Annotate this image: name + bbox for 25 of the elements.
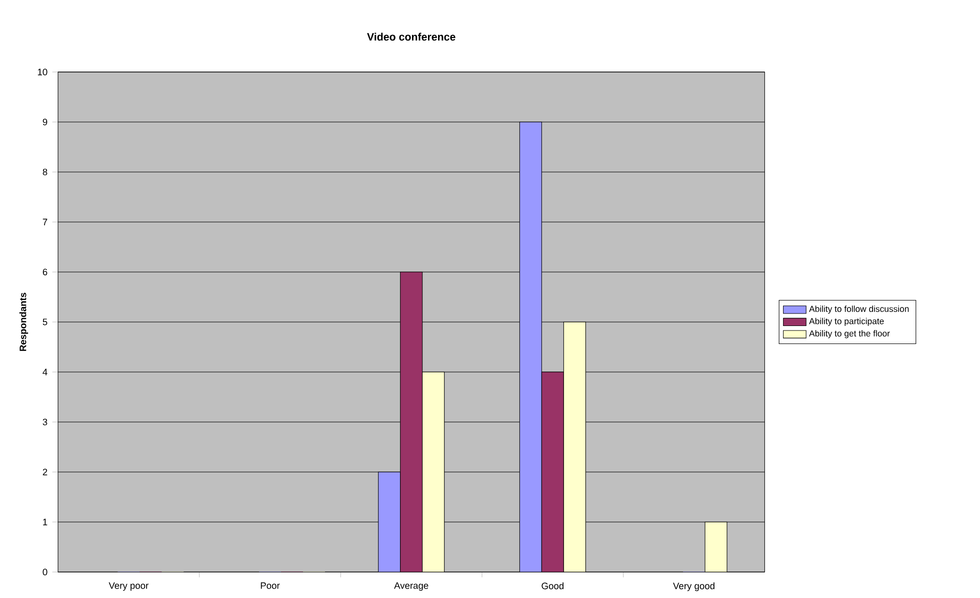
bar (541, 372, 564, 572)
legend-label: Ability to get the floor (809, 330, 890, 338)
bar (378, 472, 401, 572)
y-tick-label: 4 (42, 368, 48, 376)
x-tick-label: Very poor (108, 582, 148, 591)
y-tick-label: 2 (42, 468, 48, 476)
x-tick-label: Average (394, 582, 428, 591)
legend-label: Ability to follow discussion (809, 306, 909, 314)
y-tick-label: 6 (42, 268, 48, 276)
bar (519, 122, 542, 572)
x-tick-label: Good (542, 582, 564, 590)
bar (400, 272, 423, 572)
y-tick-label: 8 (42, 168, 48, 176)
y-tick-label: 9 (42, 118, 48, 126)
y-tick-label: 5 (42, 318, 48, 326)
x-tick-label: Poor (260, 582, 280, 589)
y-axis-title: Respondants (19, 292, 28, 351)
y-tick-label: 0 (42, 568, 48, 576)
y-tick-label: 1 (43, 518, 48, 526)
chart-title: Video conference (367, 32, 456, 41)
legend-label: Ability to participate (809, 318, 884, 326)
x-tick-label: Very good (673, 582, 714, 592)
y-tick-label: 3 (42, 418, 48, 426)
y-tick-label: 7 (42, 218, 48, 226)
y-tick-label: 10 (38, 68, 48, 76)
